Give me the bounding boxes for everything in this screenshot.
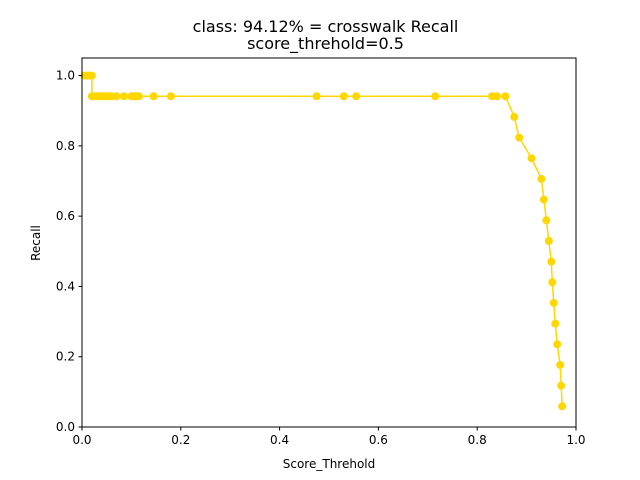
recall-data-point bbox=[551, 319, 560, 328]
recall-data-point bbox=[501, 92, 510, 101]
recall-data-point bbox=[537, 174, 546, 183]
recall-data-point bbox=[149, 92, 158, 101]
x-axis-ticks: 0.0 0.2 0.4 0.6 0.8 1.0 bbox=[72, 427, 586, 447]
recall-data-point bbox=[553, 340, 562, 349]
y-axis-label: Recall bbox=[29, 225, 43, 261]
x-tick-label: 0.0 bbox=[72, 433, 91, 447]
y-tick-label: 0.2 bbox=[56, 350, 75, 364]
recall-data-point bbox=[119, 92, 128, 101]
recall-data-point bbox=[515, 133, 524, 142]
recall-data-point bbox=[558, 402, 567, 411]
recall-data-point bbox=[134, 92, 143, 101]
recall-data-point bbox=[539, 195, 548, 204]
recall-data-point bbox=[312, 92, 321, 101]
recall-data-point bbox=[547, 257, 556, 266]
recall-data-point bbox=[544, 236, 553, 245]
y-tick-label: 0.4 bbox=[56, 279, 75, 293]
recall-data-point bbox=[549, 298, 558, 307]
recall-data-point bbox=[492, 92, 501, 101]
plot-frame bbox=[81, 57, 577, 428]
x-tick-label: 1.0 bbox=[566, 433, 585, 447]
chart-subtitle: score_threhold=0.5 bbox=[247, 34, 404, 54]
recall-data-point bbox=[166, 92, 175, 101]
plot-area bbox=[80, 71, 567, 411]
x-axis-label: Score_Threhold bbox=[283, 457, 376, 471]
recall-data-point bbox=[542, 216, 551, 225]
chart-title: class: 94.12% = crosswalk Recall bbox=[193, 17, 459, 36]
x-tick-label: 0.2 bbox=[171, 433, 190, 447]
x-tick-label: 0.8 bbox=[468, 433, 487, 447]
x-tick-label: 0.6 bbox=[369, 433, 388, 447]
recall-data-point bbox=[510, 112, 519, 121]
y-tick-label: 0.8 bbox=[56, 139, 75, 153]
recall-data-point bbox=[431, 92, 440, 101]
recall-data-point bbox=[352, 92, 361, 101]
y-axis-ticks: 0.0 0.2 0.4 0.6 0.8 1.0 bbox=[56, 69, 82, 434]
recall-data-point bbox=[339, 92, 348, 101]
y-tick-label: 0.0 bbox=[56, 420, 75, 434]
recall-data-point bbox=[87, 71, 96, 80]
recall-data-point bbox=[112, 92, 121, 101]
recall-data-point bbox=[548, 278, 557, 287]
y-tick-label: 1.0 bbox=[56, 69, 75, 83]
recall-data-point bbox=[527, 154, 536, 163]
recall-data-point bbox=[556, 360, 565, 369]
x-tick-label: 0.4 bbox=[270, 433, 289, 447]
y-tick-label: 0.6 bbox=[56, 209, 75, 223]
recall-data-point bbox=[557, 381, 566, 390]
